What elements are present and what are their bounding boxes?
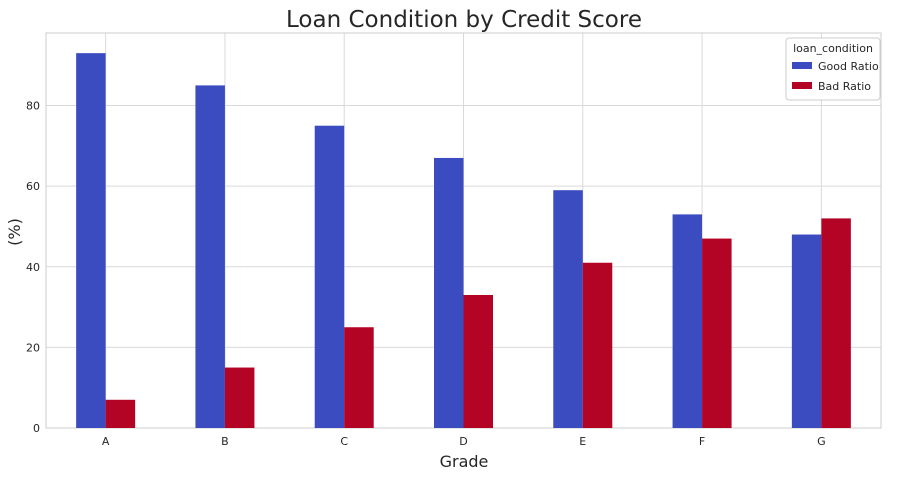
x-tick-label: F: [699, 435, 705, 448]
y-tick-labels: 0 20 40 60 80: [26, 100, 40, 435]
bar-good-ratio-b: [195, 85, 225, 429]
bar-bad-ratio-g: [821, 218, 851, 428]
legend-swatch-good-ratio: [792, 62, 812, 69]
bars: [76, 53, 851, 429]
legend-label-bad-ratio: Bad Ratio: [818, 80, 871, 93]
x-axis-label: Grade: [440, 452, 489, 471]
bar-good-ratio-a: [76, 53, 106, 428]
bar-bad-ratio-d: [463, 294, 493, 428]
x-tick-label: E: [579, 435, 586, 448]
y-tick-label: 40: [26, 261, 40, 274]
x-tick-labels: A B C D E F G: [102, 435, 826, 448]
bar-bad-ratio-f: [702, 238, 732, 428]
chart-title: Loan Condition by Credit Score: [286, 7, 642, 33]
x-tick-label: C: [340, 435, 348, 448]
bar-bad-ratio-a: [105, 399, 136, 428]
legend-label-good-ratio: Good Ratio: [818, 60, 879, 73]
x-tick-label: B: [221, 435, 229, 448]
y-tick-label: 20: [26, 341, 40, 354]
bar-good-ratio-g: [791, 234, 822, 428]
bar-bad-ratio-b: [224, 367, 255, 428]
bar-good-ratio-f: [672, 214, 703, 428]
legend-swatch-bad-ratio: [792, 82, 812, 89]
x-tick-label: G: [817, 435, 826, 448]
x-tick-label: A: [102, 435, 110, 448]
y-tick-label: 60: [26, 180, 40, 193]
legend: loan_condition Good Ratio Bad Ratio: [785, 37, 881, 101]
bar-bad-ratio-c: [344, 327, 374, 428]
bar-good-ratio-c: [314, 125, 345, 429]
y-axis-label: (%): [5, 218, 24, 246]
bar-good-ratio-e: [553, 190, 583, 428]
legend-title: loan_condition: [793, 42, 873, 55]
y-tick-label: 0: [33, 422, 40, 435]
bar-bad-ratio-e: [582, 262, 613, 428]
bar-good-ratio-d: [434, 157, 464, 428]
x-tick-label: D: [459, 435, 467, 448]
y-tick-label: 80: [26, 100, 40, 113]
